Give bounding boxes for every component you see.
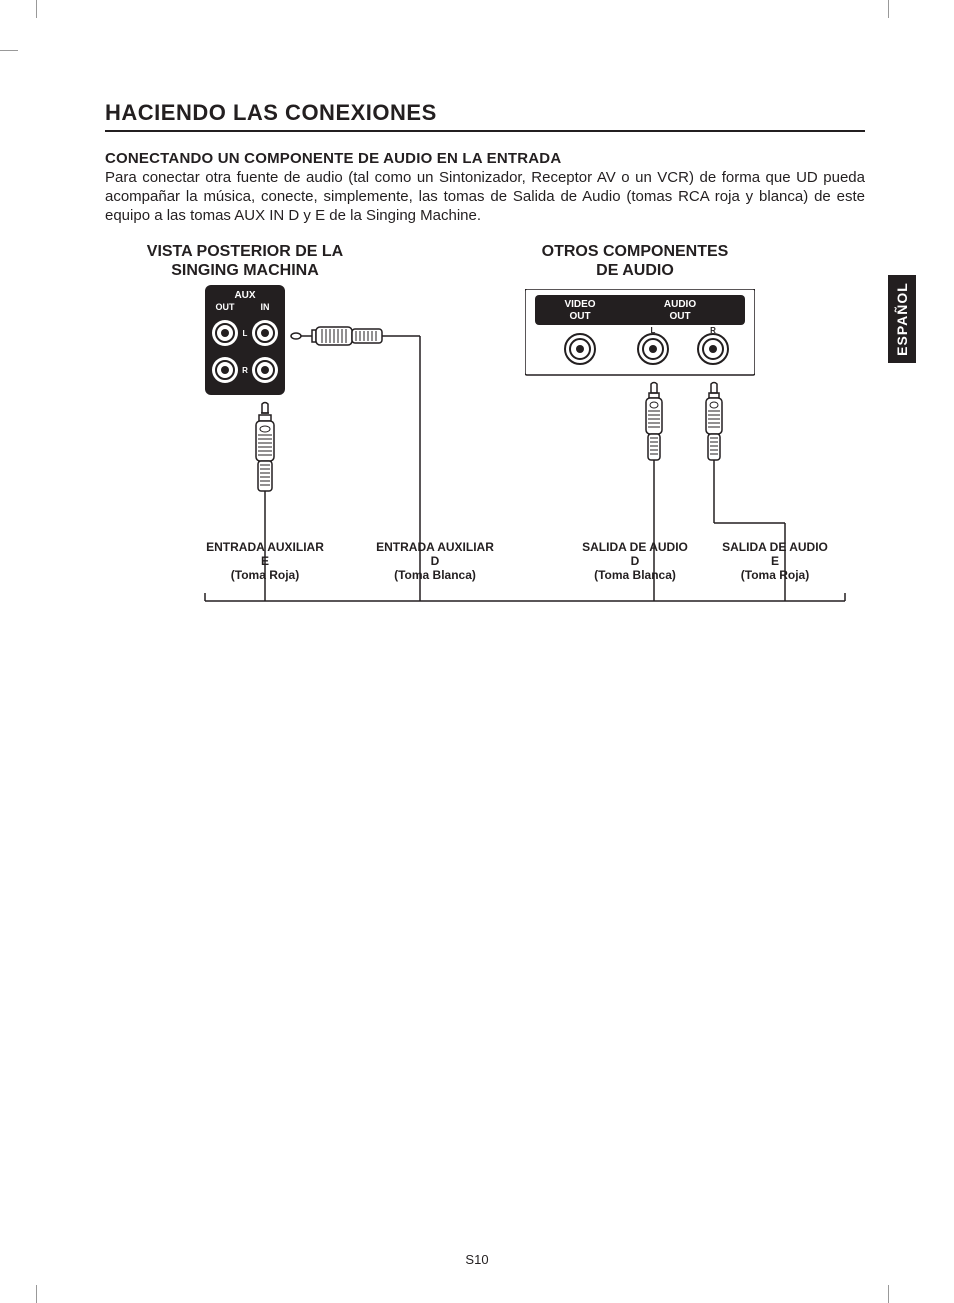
l-label: L	[243, 329, 248, 338]
in-label: IN	[261, 302, 270, 312]
aux-label: AUX	[234, 290, 255, 301]
other-component-panel: VIDEO OUT AUDIO OUT L R	[525, 289, 755, 379]
r-label: R	[242, 366, 248, 375]
left-diagram-title: VISTA POSTERIOR DE LA SINGING MACHINA	[115, 243, 375, 280]
section-title: HACIENDO LAS CONEXIONES	[105, 100, 865, 126]
crop-mark	[36, 0, 37, 18]
body-paragraph: Para conectar otra fuente de audio (tal …	[105, 169, 865, 225]
caption-aux-in-d: ENTRADA AUXILIAR D (Toma Blanca)	[355, 541, 515, 582]
audio-out-label2: OUT	[669, 311, 690, 322]
rca-plug-vertical-right-R	[701, 381, 727, 501]
connection-diagram: VISTA POSTERIOR DE LA SINGING MACHINA OT…	[105, 243, 865, 623]
page-content: HACIENDO LAS CONEXIONES CONECTANDO UN CO…	[105, 100, 865, 623]
rca-plug-vertical-left	[250, 401, 280, 531]
crop-mark	[888, 1285, 889, 1303]
out-label: OUT	[216, 302, 236, 312]
rca-plug-vertical-right-L	[641, 381, 667, 501]
crop-mark	[0, 50, 18, 51]
caption-aux-in-e: ENTRADA AUXILIAR E (Toma Roja)	[185, 541, 345, 582]
video-out-label: VIDEO	[564, 299, 595, 310]
crop-mark	[36, 1285, 37, 1303]
audio-out-label: AUDIO	[664, 299, 696, 310]
language-tab: ESPAÑOL	[888, 275, 916, 363]
crop-mark	[888, 0, 889, 18]
rca-plug-horizontal	[290, 321, 420, 351]
caption-audio-out-e: SALIDA DE AUDIO E (Toma Roja)	[705, 541, 845, 582]
video-out-label2: OUT	[569, 311, 590, 322]
page-number: S10	[0, 1252, 954, 1267]
language-tab-label: ESPAÑOL	[894, 282, 910, 356]
subsection-title: CONECTANDO UN COMPONENTE DE AUDIO EN LA …	[105, 150, 865, 167]
section-rule	[105, 130, 865, 132]
caption-audio-out-d: SALIDA DE AUDIO D (Toma Blanca)	[565, 541, 705, 582]
right-diagram-title: OTROS COMPONENTES DE AUDIO	[505, 243, 765, 280]
